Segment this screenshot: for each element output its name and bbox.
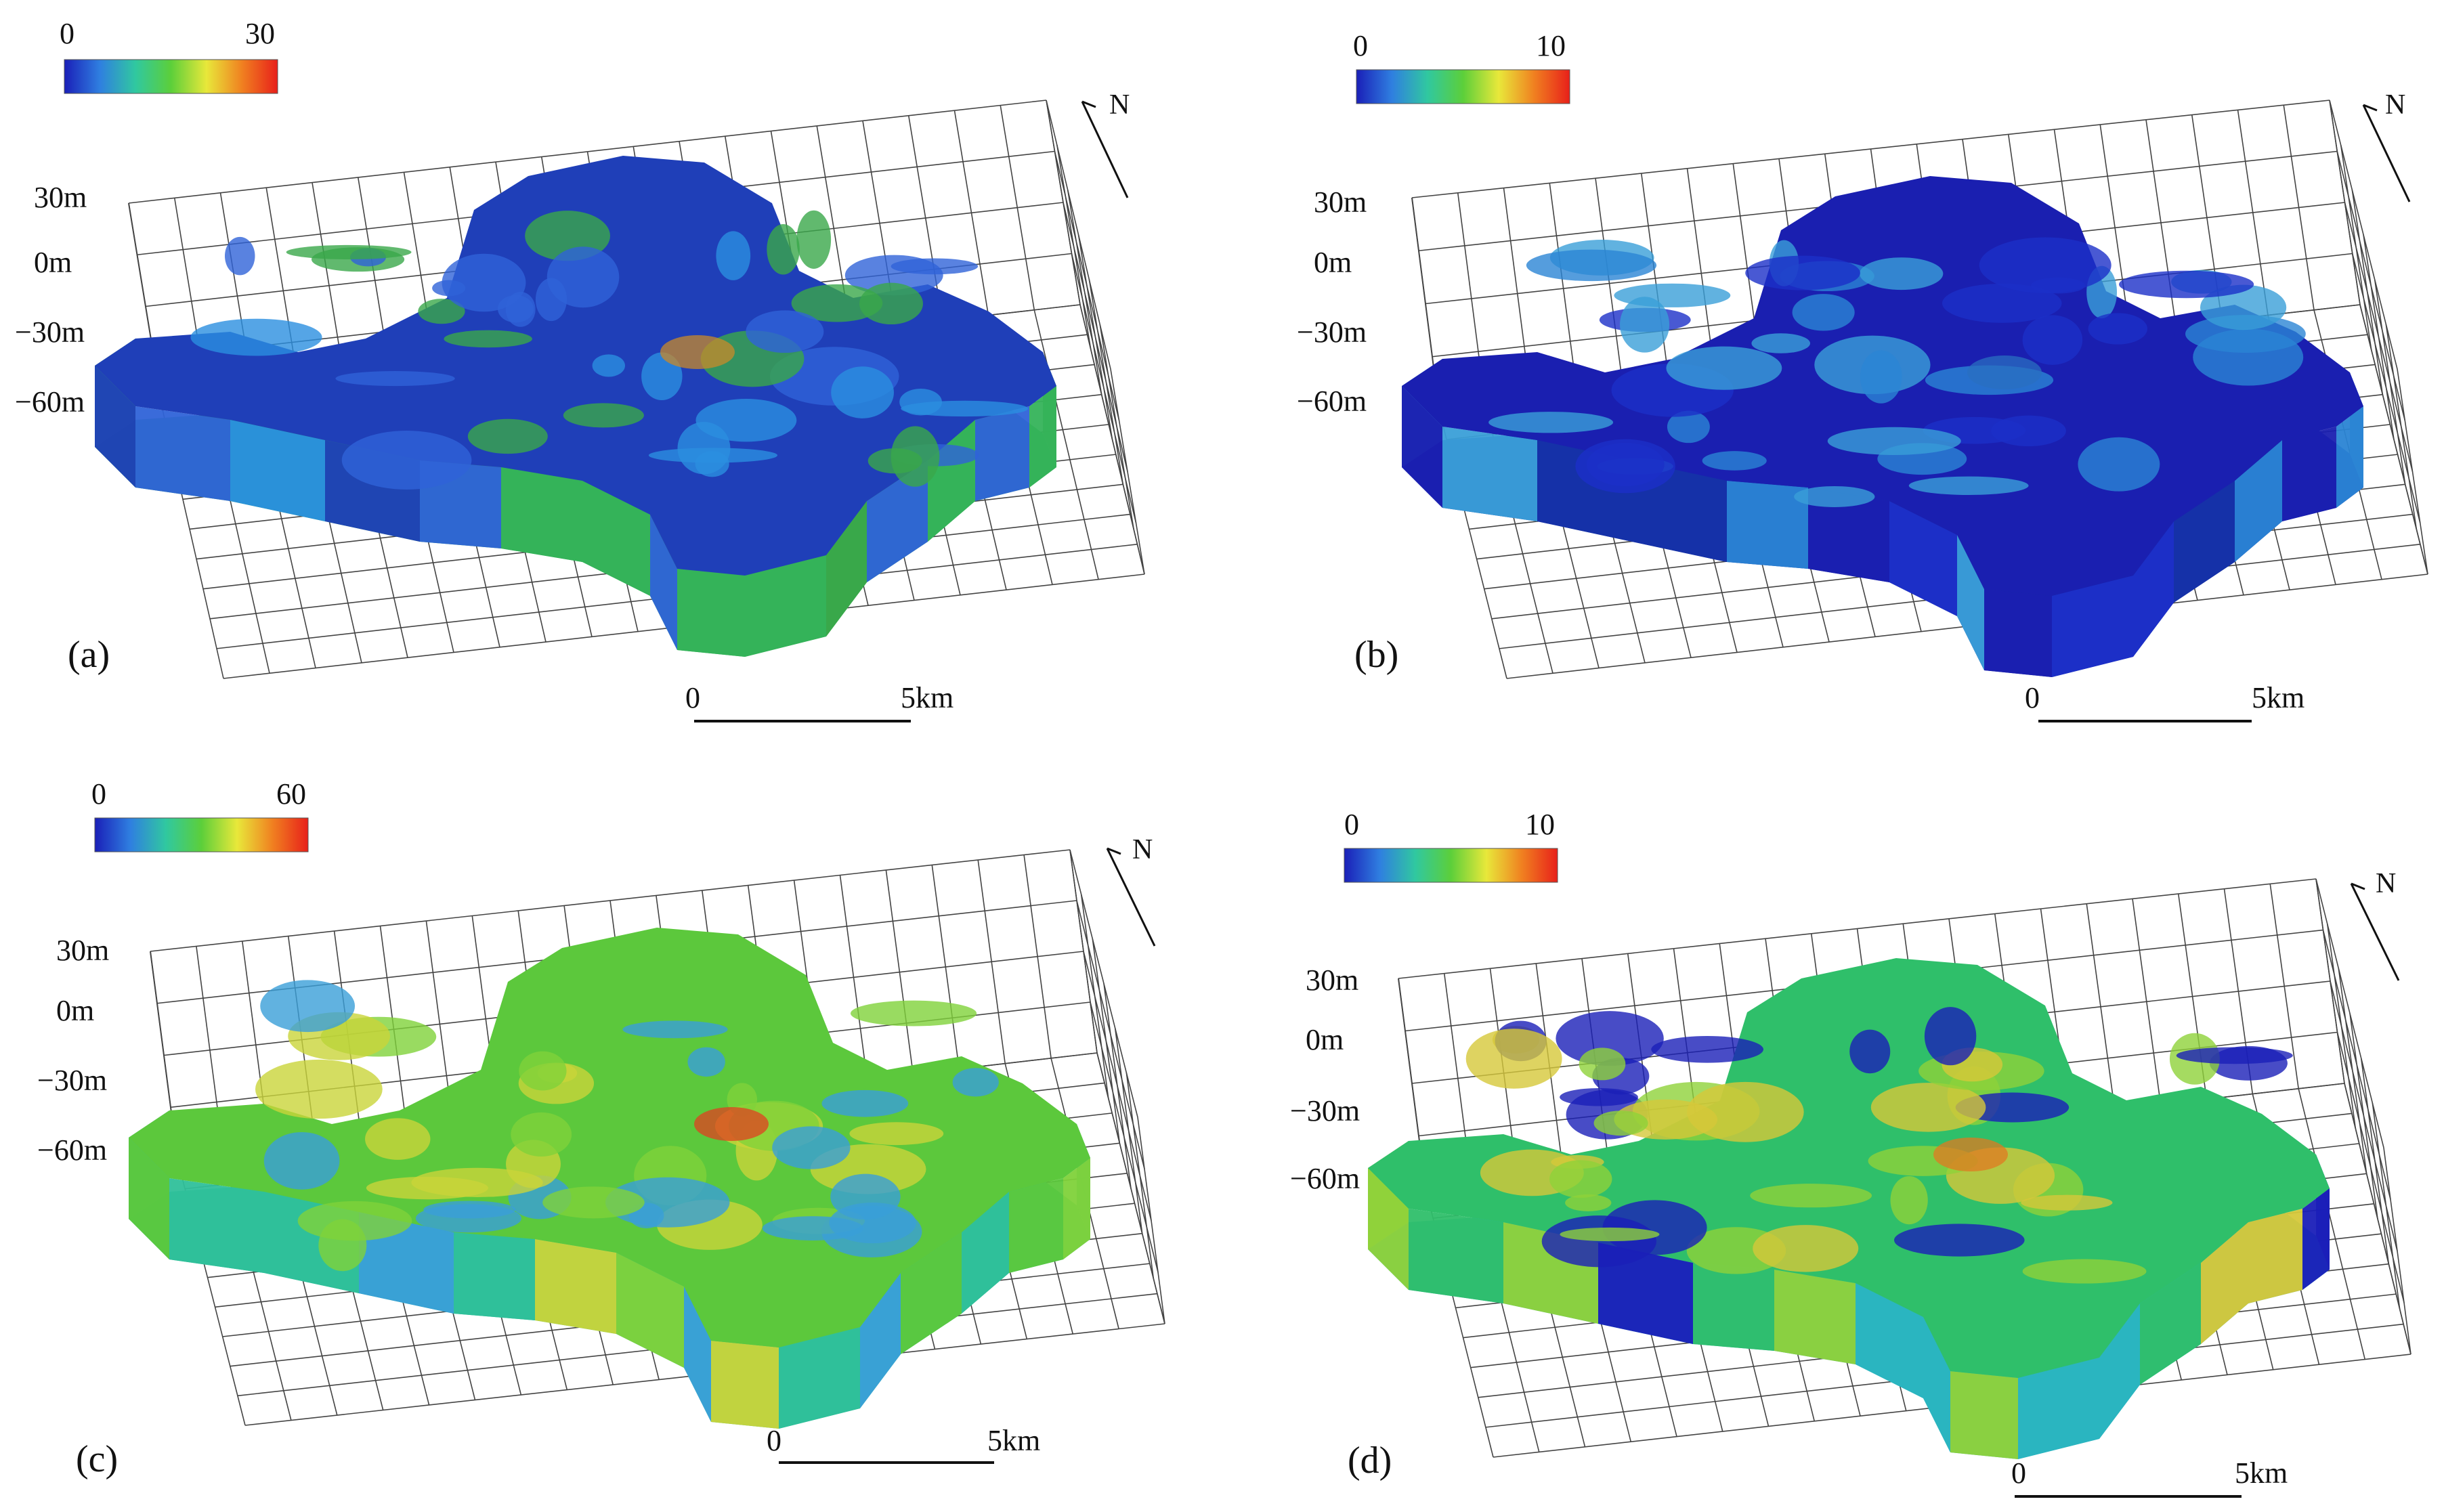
panel-c-colorbar [94, 817, 309, 852]
panel-b: 0 10 30m 0m −30m −60m N (b) 0 5km [1297, 29, 2428, 722]
panel-c-colorbar-min: 0 [91, 777, 106, 811]
panel-b-elevation-label-3: −60m [1297, 385, 1367, 418]
panel-d: 0 10 30m 0m −30m −60m N (d) 0 5km [1290, 808, 2411, 1498]
panel-b-north-label: N [2385, 89, 2405, 121]
panel-b-colorbar-max: 10 [1536, 29, 1566, 62]
panel-a-north-arrow-head [1081, 100, 1096, 108]
panel-a-letter: (a) [68, 634, 110, 676]
panel-d-colorbar [1344, 848, 1558, 883]
panel-c-surface [129, 928, 1090, 1429]
panel-b-north-arrow-head [2363, 104, 2378, 112]
panel-b-surface [1402, 176, 2363, 677]
panel-b-north-arrow [2362, 104, 2411, 202]
panel-c-letter: (c) [76, 1438, 118, 1480]
panel-d-elevation-label-1: 0m [1306, 1023, 1344, 1056]
panel-d-elevation-label-2: −30m [1290, 1094, 1360, 1127]
panel-a-north-arrow [1081, 101, 1129, 198]
panel-a-colorbar-min: 0 [60, 17, 74, 50]
panel-c-scalebar-end: 5km [987, 1424, 1040, 1457]
panel-d-elevation-label-3: −60m [1290, 1162, 1360, 1195]
panel-d-letter: (d) [1348, 1440, 1392, 1482]
panel-c-colorbar-max: 60 [276, 777, 306, 811]
panel-c-north-arrow [1106, 848, 1156, 947]
panel-b-elevation-label-0: 30m [1314, 186, 1367, 219]
panel-c-scalebar-start: 0 [767, 1424, 781, 1457]
panel-a-colorbar [64, 59, 278, 94]
panel-b-colorbar [1356, 69, 1570, 104]
panel-c-north-arrow-head [1107, 847, 1121, 855]
panel-c-north-label: N [1132, 834, 1153, 865]
panel-a-elevation-label-3: −60m [15, 385, 85, 418]
panel-c-elevation-label-2: −30m [37, 1064, 107, 1097]
panel-d-north-label: N [2376, 868, 2396, 899]
panel-a-elevation-label-0: 30m [34, 181, 87, 214]
panel-b-elevation-label-1: 0m [1314, 246, 1352, 279]
panel-a: 0 30 30m 0m −30m −60m N (a) 0 5km [15, 17, 1145, 722]
panel-a-scalebar-start: 0 [685, 681, 700, 714]
panel-b-letter: (b) [1354, 634, 1398, 676]
panel-d-scalebar-start: 0 [2011, 1456, 2026, 1490]
panel-b-scalebar-end: 5km [2252, 681, 2304, 714]
panel-a-north-label: N [1109, 89, 1130, 121]
panel-a-elevation-label-2: −30m [15, 316, 85, 349]
panel-c-elevation-label-0: 30m [56, 934, 109, 967]
panel-c: 0 60 30m 0m −30m −60m N (c) 0 5km [37, 777, 1165, 1480]
panel-d-scalebar-end: 5km [2235, 1456, 2288, 1490]
panel-a-elevation-label-1: 0m [34, 246, 72, 279]
panel-b-scalebar-start: 0 [2025, 681, 2040, 714]
panel-d-elevation-label-0: 30m [1306, 964, 1358, 997]
panel-b-colorbar-min: 0 [1353, 29, 1368, 62]
panel-d-colorbar-min: 0 [1344, 808, 1359, 841]
panel-a-scalebar-end: 5km [901, 681, 953, 714]
panel-c-elevation-label-3: −60m [37, 1133, 107, 1167]
panel-d-north-arrow-head [2351, 882, 2365, 890]
panel-d-north-arrow [2350, 883, 2400, 981]
panel-a-surface [95, 156, 1056, 657]
panel-d-surface [1368, 958, 2330, 1459]
panel-d-colorbar-max: 10 [1525, 808, 1555, 841]
panel-a-colorbar-max: 30 [245, 17, 275, 50]
panel-c-elevation-label-1: 0m [56, 994, 94, 1027]
panel-b-elevation-label-2: −30m [1297, 316, 1367, 349]
